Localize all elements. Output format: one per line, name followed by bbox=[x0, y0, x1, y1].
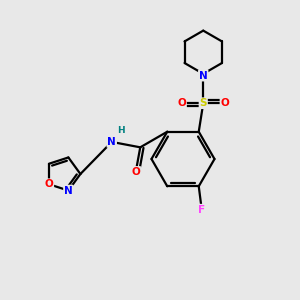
Text: N: N bbox=[107, 137, 116, 147]
Text: O: O bbox=[220, 98, 229, 108]
Text: H: H bbox=[118, 126, 125, 135]
Text: N: N bbox=[64, 185, 73, 196]
Text: O: O bbox=[177, 98, 186, 108]
Text: O: O bbox=[44, 179, 53, 189]
Text: F: F bbox=[198, 205, 205, 215]
Text: N: N bbox=[199, 70, 208, 81]
Text: S: S bbox=[200, 98, 207, 108]
Text: O: O bbox=[131, 167, 140, 177]
